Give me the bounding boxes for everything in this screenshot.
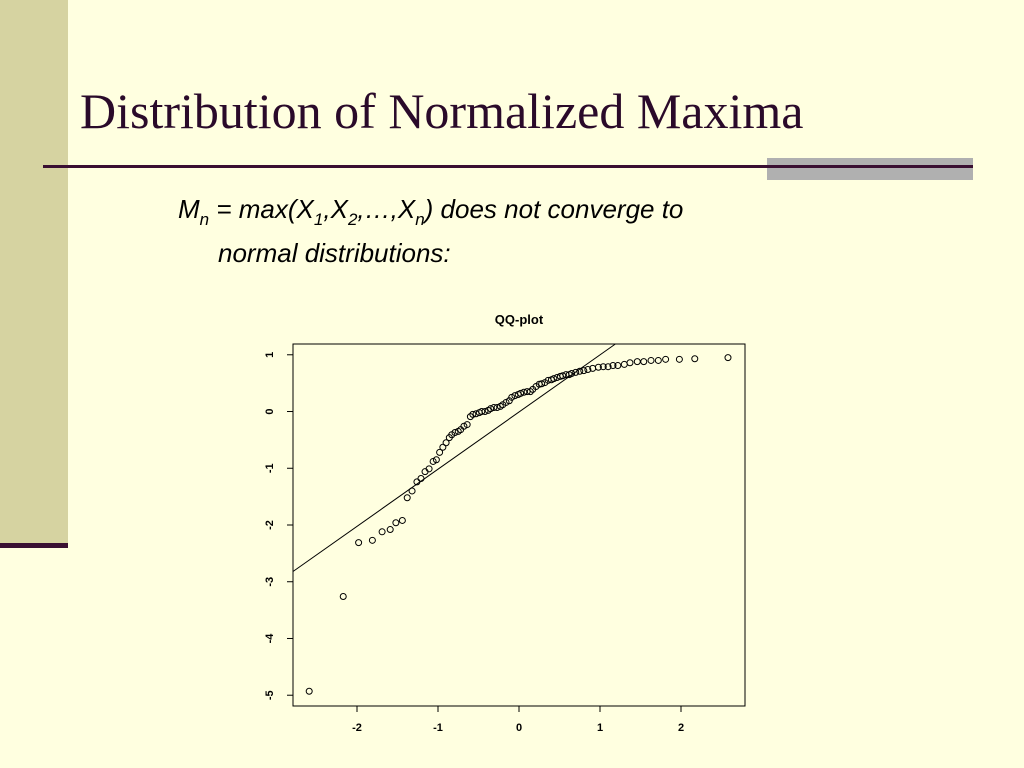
point [436, 448, 444, 456]
point [451, 429, 459, 437]
point [469, 410, 477, 418]
point [368, 536, 376, 544]
point [724, 354, 732, 362]
point [339, 592, 347, 600]
point [463, 421, 471, 429]
point [517, 389, 525, 397]
point [478, 408, 486, 416]
point [493, 404, 501, 412]
point [572, 368, 580, 376]
point [633, 358, 641, 366]
side-bar-rule [0, 543, 68, 548]
point [538, 380, 546, 388]
point [408, 487, 416, 495]
point [378, 528, 386, 536]
point [647, 356, 655, 364]
y-tick-label: -3 [264, 577, 276, 587]
side-bar [0, 0, 68, 545]
x-tick-label: 0 [516, 722, 522, 734]
text-part: 2 [347, 210, 358, 229]
point [599, 363, 607, 371]
point [392, 519, 400, 527]
point [580, 367, 588, 375]
point [386, 526, 394, 534]
x-tick-label: 2 [678, 722, 684, 734]
text-part: 1 [314, 210, 323, 229]
point [568, 370, 576, 378]
point [609, 362, 617, 370]
point [526, 388, 534, 396]
point [403, 494, 411, 502]
reference-line [292, 343, 616, 572]
chart-title: QQ-plot [495, 312, 544, 327]
point [305, 687, 313, 695]
text-part: ,X [323, 194, 349, 224]
y-tick-label: -1 [264, 463, 276, 473]
point [442, 439, 450, 447]
text-part: = max(X [209, 194, 315, 224]
point [432, 456, 440, 464]
point [559, 372, 567, 380]
point [413, 478, 421, 486]
point [490, 404, 498, 412]
point [626, 359, 634, 367]
y-tick-label: -2 [264, 520, 276, 530]
body-text: Mn = max(X1,X2,…,Xn) does not converge t… [178, 194, 683, 229]
text-part: n [415, 210, 424, 229]
point [550, 375, 558, 383]
point [584, 366, 592, 374]
text-part: ,…,X [357, 194, 416, 224]
text-part: M [178, 194, 200, 224]
point [511, 392, 519, 400]
point [472, 410, 480, 418]
y-tick-label: 0 [264, 408, 276, 414]
slide-title: Distribution of Normalized Maxima [80, 83, 803, 139]
plot-frame [292, 343, 746, 707]
y-tick-label: -5 [264, 690, 276, 700]
point [620, 360, 628, 368]
y-tick-label: -4 [264, 633, 276, 644]
point [439, 443, 447, 451]
point [425, 465, 433, 473]
point [662, 355, 670, 363]
point [398, 516, 406, 524]
point [481, 408, 489, 416]
point [640, 358, 648, 366]
point [576, 367, 584, 375]
x-tick-label: -1 [433, 722, 443, 734]
point [355, 539, 363, 547]
text-part: ) does not converge to [422, 194, 684, 224]
point [523, 388, 531, 396]
point [520, 388, 528, 396]
y-tick-label: 1 [264, 352, 276, 358]
text-part: n [200, 210, 209, 229]
title-rule [43, 165, 973, 168]
point [604, 363, 612, 371]
point [691, 355, 699, 363]
point [654, 356, 662, 364]
point [466, 413, 474, 421]
gray-accent [767, 158, 973, 180]
point [614, 362, 622, 370]
x-tick-label: -2 [352, 722, 362, 734]
body-text: normal distributions: [218, 238, 451, 268]
x-tick-label: 1 [597, 722, 603, 734]
point [487, 405, 495, 413]
point [675, 355, 683, 363]
point [594, 363, 602, 371]
point [417, 474, 425, 482]
